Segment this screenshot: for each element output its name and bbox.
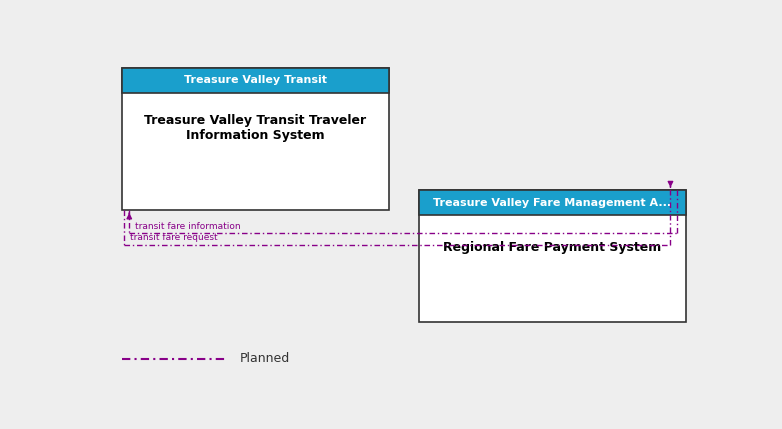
Text: Regional Fare Payment System: Regional Fare Payment System bbox=[443, 241, 662, 254]
Text: transit fare request: transit fare request bbox=[130, 233, 217, 242]
Text: Treasure Valley Transit Traveler
Information System: Treasure Valley Transit Traveler Informa… bbox=[144, 114, 367, 142]
Bar bbox=[419, 190, 686, 322]
Text: Treasure Valley Fare Management A...: Treasure Valley Fare Management A... bbox=[433, 198, 672, 208]
Bar bbox=[122, 68, 389, 210]
Text: Treasure Valley Transit: Treasure Valley Transit bbox=[184, 76, 327, 85]
Bar bbox=[122, 68, 389, 93]
Text: transit fare information: transit fare information bbox=[135, 221, 241, 230]
Text: Planned: Planned bbox=[240, 352, 290, 365]
Bar bbox=[419, 190, 686, 215]
